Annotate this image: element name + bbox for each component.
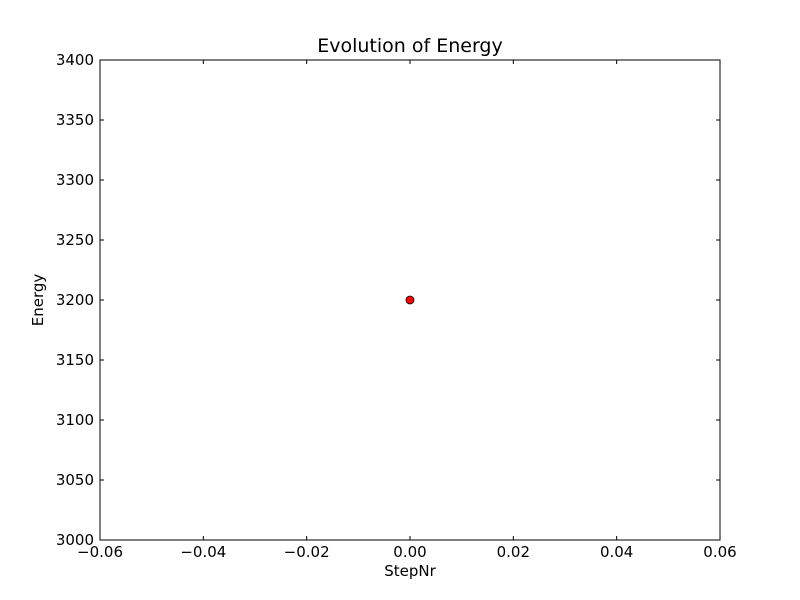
- y-tick-label: 3000: [56, 531, 94, 549]
- data-point: [405, 295, 415, 305]
- x-tick-label: 0.02: [497, 543, 530, 561]
- x-tick-label: −0.06: [77, 543, 123, 561]
- x-axis-label: StepNr: [384, 562, 436, 580]
- y-tick-label: 3250: [56, 231, 94, 249]
- points-layer: [405, 295, 415, 305]
- plot-frame: [99, 59, 721, 541]
- x-tick-label: 0.04: [600, 543, 633, 561]
- y-tick-label: 3350: [56, 111, 94, 129]
- y-tick-label: 3150: [56, 351, 94, 369]
- x-tick-label: −0.04: [180, 543, 226, 561]
- ticks-layer: −0.06 −0.04 −0.02 0.00 0.02 0.04 0.06 3000 3050 3…: [56, 51, 737, 561]
- x-tick-label: 0.00: [393, 543, 426, 561]
- x-tick-label: 0.06: [703, 543, 736, 561]
- y-tick-label: 3400: [56, 51, 94, 69]
- y-tick-label: 3100: [56, 411, 94, 429]
- y-tick-label: 3200: [56, 291, 94, 309]
- chart-title: Evolution of Energy: [317, 35, 503, 57]
- y-tick-label: 3300: [56, 171, 94, 189]
- x-tick-label: −0.02: [284, 543, 330, 561]
- y-tick-label: 3050: [56, 471, 94, 489]
- y-axis-label: Energy: [29, 274, 47, 327]
